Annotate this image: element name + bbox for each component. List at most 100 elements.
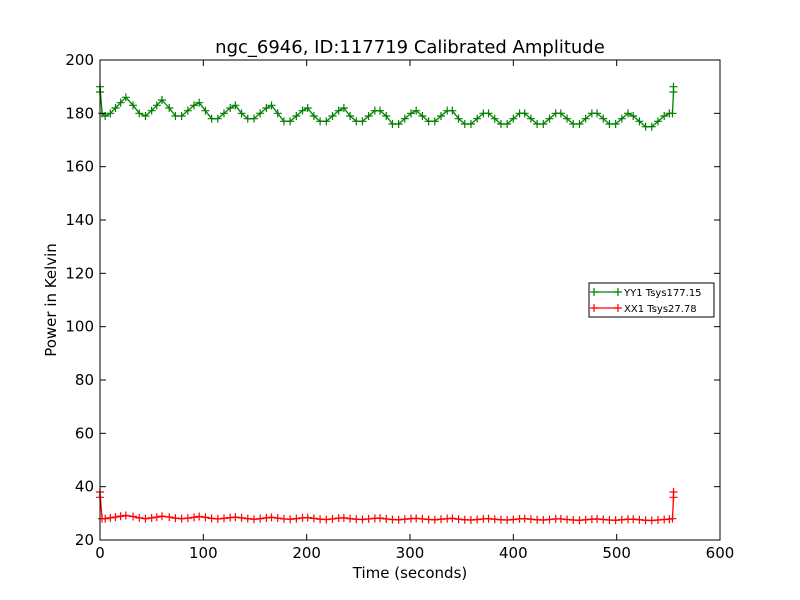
y-tick-label: 40 <box>75 478 94 496</box>
data-point-xx1 <box>273 514 282 523</box>
data-point-yy1 <box>195 98 204 107</box>
data-point-yy1 <box>437 112 445 120</box>
data-point-yy1 <box>490 114 499 123</box>
x-tick-label: 600 <box>706 544 735 562</box>
data-point-yy1 <box>220 109 228 118</box>
legend-marker-yy1 <box>590 288 622 296</box>
data-point-yy1 <box>654 117 662 126</box>
data-point-yy1 <box>165 104 174 112</box>
data-point-yy1 <box>376 106 385 115</box>
data-point-yy1 <box>231 101 240 110</box>
data-point-xx1 <box>231 513 240 522</box>
data-point-yy1 <box>668 109 677 118</box>
data-point-yy1 <box>400 114 409 123</box>
y-tick-label: 80 <box>75 371 94 389</box>
data-point-xx1 <box>116 512 125 521</box>
y-tick-label: 140 <box>65 211 94 229</box>
data-point-yy1 <box>256 109 265 118</box>
data-point-yy1 <box>394 120 403 128</box>
data-point-yy1 <box>454 114 463 123</box>
data-point-yy1 <box>575 120 584 128</box>
data-point-xx1 <box>328 514 337 523</box>
data-point-xx1 <box>152 513 161 522</box>
data-point-yy1 <box>177 112 186 120</box>
legend-label-xx1: XX1 Tsys27.78 <box>624 304 697 315</box>
data-point-yy1 <box>611 120 620 128</box>
data-point-yy1 <box>298 106 307 115</box>
data-point-xx1 <box>376 514 385 523</box>
legend: YY1 Tsys177.15 XX1 Tsys27.78 <box>588 282 715 318</box>
data-point-yy1 <box>116 98 125 107</box>
data-point-yy1 <box>473 114 482 123</box>
y-tick-label: 60 <box>75 424 94 442</box>
chart-title: ngc_6946, ID:117719 Calibrated Amplitude <box>215 37 605 58</box>
y-tick-label: 160 <box>65 158 94 176</box>
data-point-yy1 <box>509 114 518 123</box>
data-point-yy1 <box>430 117 439 126</box>
y-axis-title: Power in Kelvin <box>42 243 60 357</box>
data-point-yy1 <box>183 106 192 115</box>
data-point-xx1 <box>267 513 276 522</box>
legend-entry-yy1: YY1 Tsys177.15 <box>590 288 702 299</box>
data-point-yy1 <box>669 82 678 91</box>
plot-frame <box>99 59 721 541</box>
data-point-xx1 <box>121 511 130 520</box>
data-point-yy1 <box>539 120 548 128</box>
data-point-yy1 <box>322 117 331 126</box>
data-point-yy1 <box>599 114 608 123</box>
data-point-yy1 <box>158 96 166 104</box>
data-point-yy1 <box>309 112 318 120</box>
x-axis-title: Time (seconds) <box>352 564 468 582</box>
data-point-yy1 <box>346 112 355 120</box>
data-point-xx1 <box>668 514 677 523</box>
data-point-yy1 <box>106 109 115 118</box>
data-point-xx1 <box>165 513 174 522</box>
data-point-yy1 <box>418 112 427 120</box>
data-point-xx1 <box>183 514 192 523</box>
data-point-yy1 <box>412 106 421 115</box>
data-point-yy1 <box>292 112 301 120</box>
y-tick-label: 20 <box>75 531 94 549</box>
data-point-xx1 <box>129 512 138 521</box>
data-point-xx1 <box>669 488 678 496</box>
data-point-yy1 <box>581 114 590 123</box>
data-point-xx1 <box>292 514 301 523</box>
y-tick-label: 200 <box>65 51 94 69</box>
legend-box <box>588 282 715 318</box>
x-tick-label: 200 <box>292 544 321 562</box>
data-point-yy1 <box>660 112 669 120</box>
data-point-yy1 <box>237 109 246 118</box>
data-point-yy1 <box>201 106 210 115</box>
data-point-yy1 <box>152 101 161 110</box>
x-tick-label: 400 <box>499 544 528 562</box>
data-point-yy1 <box>545 114 554 123</box>
data-point-xx1 <box>147 513 156 522</box>
data-point-yy1 <box>364 112 373 120</box>
data-point-yy1 <box>249 114 258 123</box>
data-point-yy1 <box>382 112 391 120</box>
data-point-yy1 <box>520 109 529 118</box>
data-point-yy1 <box>267 101 276 110</box>
data-point-yy1 <box>141 112 150 120</box>
data-point-yy1 <box>484 109 493 118</box>
data-point-xx1 <box>106 513 115 522</box>
data-point-yy1 <box>563 114 572 123</box>
data-point-xx1 <box>448 514 457 523</box>
data-point-xx1 <box>158 512 166 521</box>
series-layer <box>96 82 678 525</box>
series-yy1 <box>96 82 678 131</box>
data-point-xx1 <box>303 513 312 522</box>
series-xx1 <box>96 488 678 525</box>
data-point-xx1 <box>256 514 265 523</box>
data-point-xx1 <box>339 513 348 522</box>
x-tick-label: 500 <box>602 544 631 562</box>
axis-ticks: 0 100 200 300 400 500 600 20 40 60 80 100 120 140 160 1… <box>65 51 734 562</box>
legend-marker-xx1 <box>590 304 622 312</box>
data-point-yy1 <box>213 114 222 123</box>
data-point-xx1 <box>135 513 144 522</box>
data-point-xx1 <box>141 514 150 523</box>
data-point-yy1 <box>617 114 626 123</box>
data-point-yy1 <box>624 109 633 118</box>
data-point-yy1 <box>526 114 535 123</box>
